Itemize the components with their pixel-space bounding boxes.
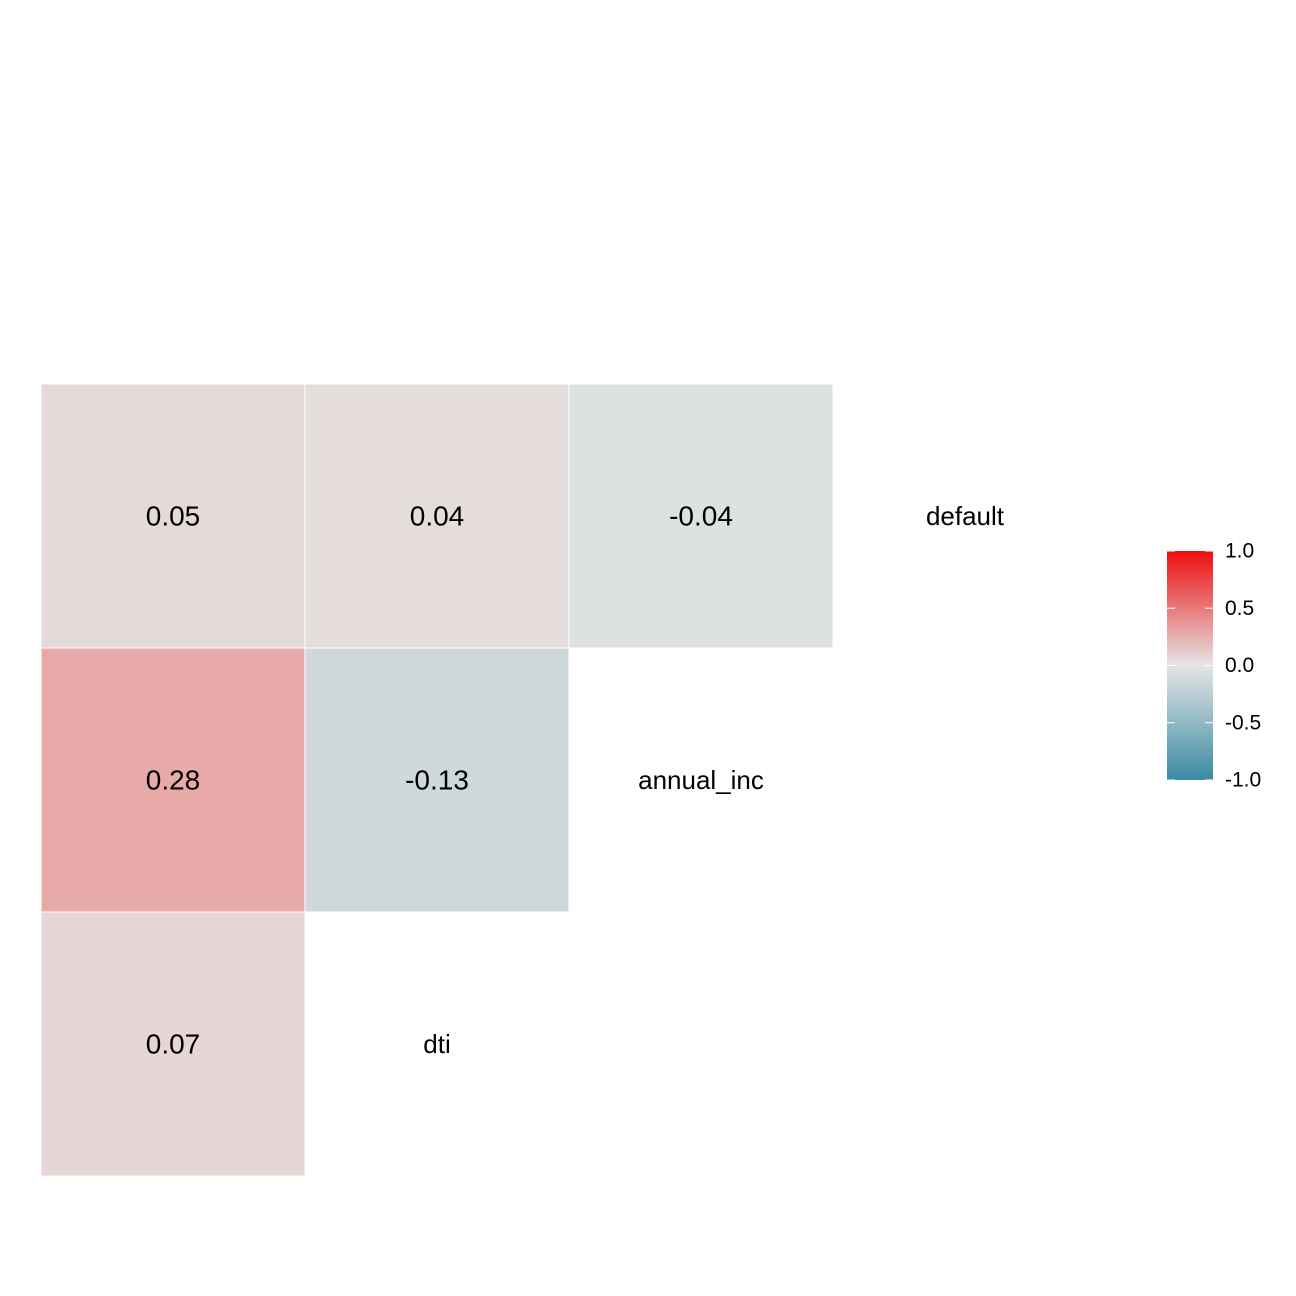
variable-labels: loan_amnt dti annual_inc default [112,501,1005,1296]
heatmap-cell-dti-loan_amnt [40,911,306,1177]
heatmap-cell-annual_inc-dti [304,647,570,913]
heatmap-cell-default-annual_inc [568,383,834,649]
legend-tick-label: -1.0 [1225,769,1261,792]
cell-value-label: -0.13 [405,765,469,796]
heatmap-cell-default-loan_amnt [40,383,306,649]
color-legend: 1.0 0.5 0.0 -0.5 -1.0 [1167,540,1261,792]
cell-value-label: -0.04 [669,501,733,532]
legend-tick-label: -0.5 [1225,711,1261,734]
variable-label-dti: dti [423,1029,450,1059]
heatmap-cells: 0.07 0.28 -0.13 0.05 0.04 -0.04 [40,383,834,1177]
heatmap-cell-default-dti [304,383,570,649]
cell-value-label: 0.04 [410,501,465,532]
legend-tick-label: 0.0 [1225,654,1254,677]
variable-label-default: default [926,501,1005,531]
cell-value-label: 0.28 [146,765,201,796]
cell-value-label: 0.05 [146,501,201,532]
variable-label-annual_inc: annual_inc [638,765,764,795]
legend-tick-label: 1.0 [1225,540,1254,563]
variable-label-loan_amnt: loan_amnt [112,1293,234,1296]
legend-tick-label: 0.5 [1225,597,1254,620]
cell-value-label: 0.07 [146,1029,201,1060]
